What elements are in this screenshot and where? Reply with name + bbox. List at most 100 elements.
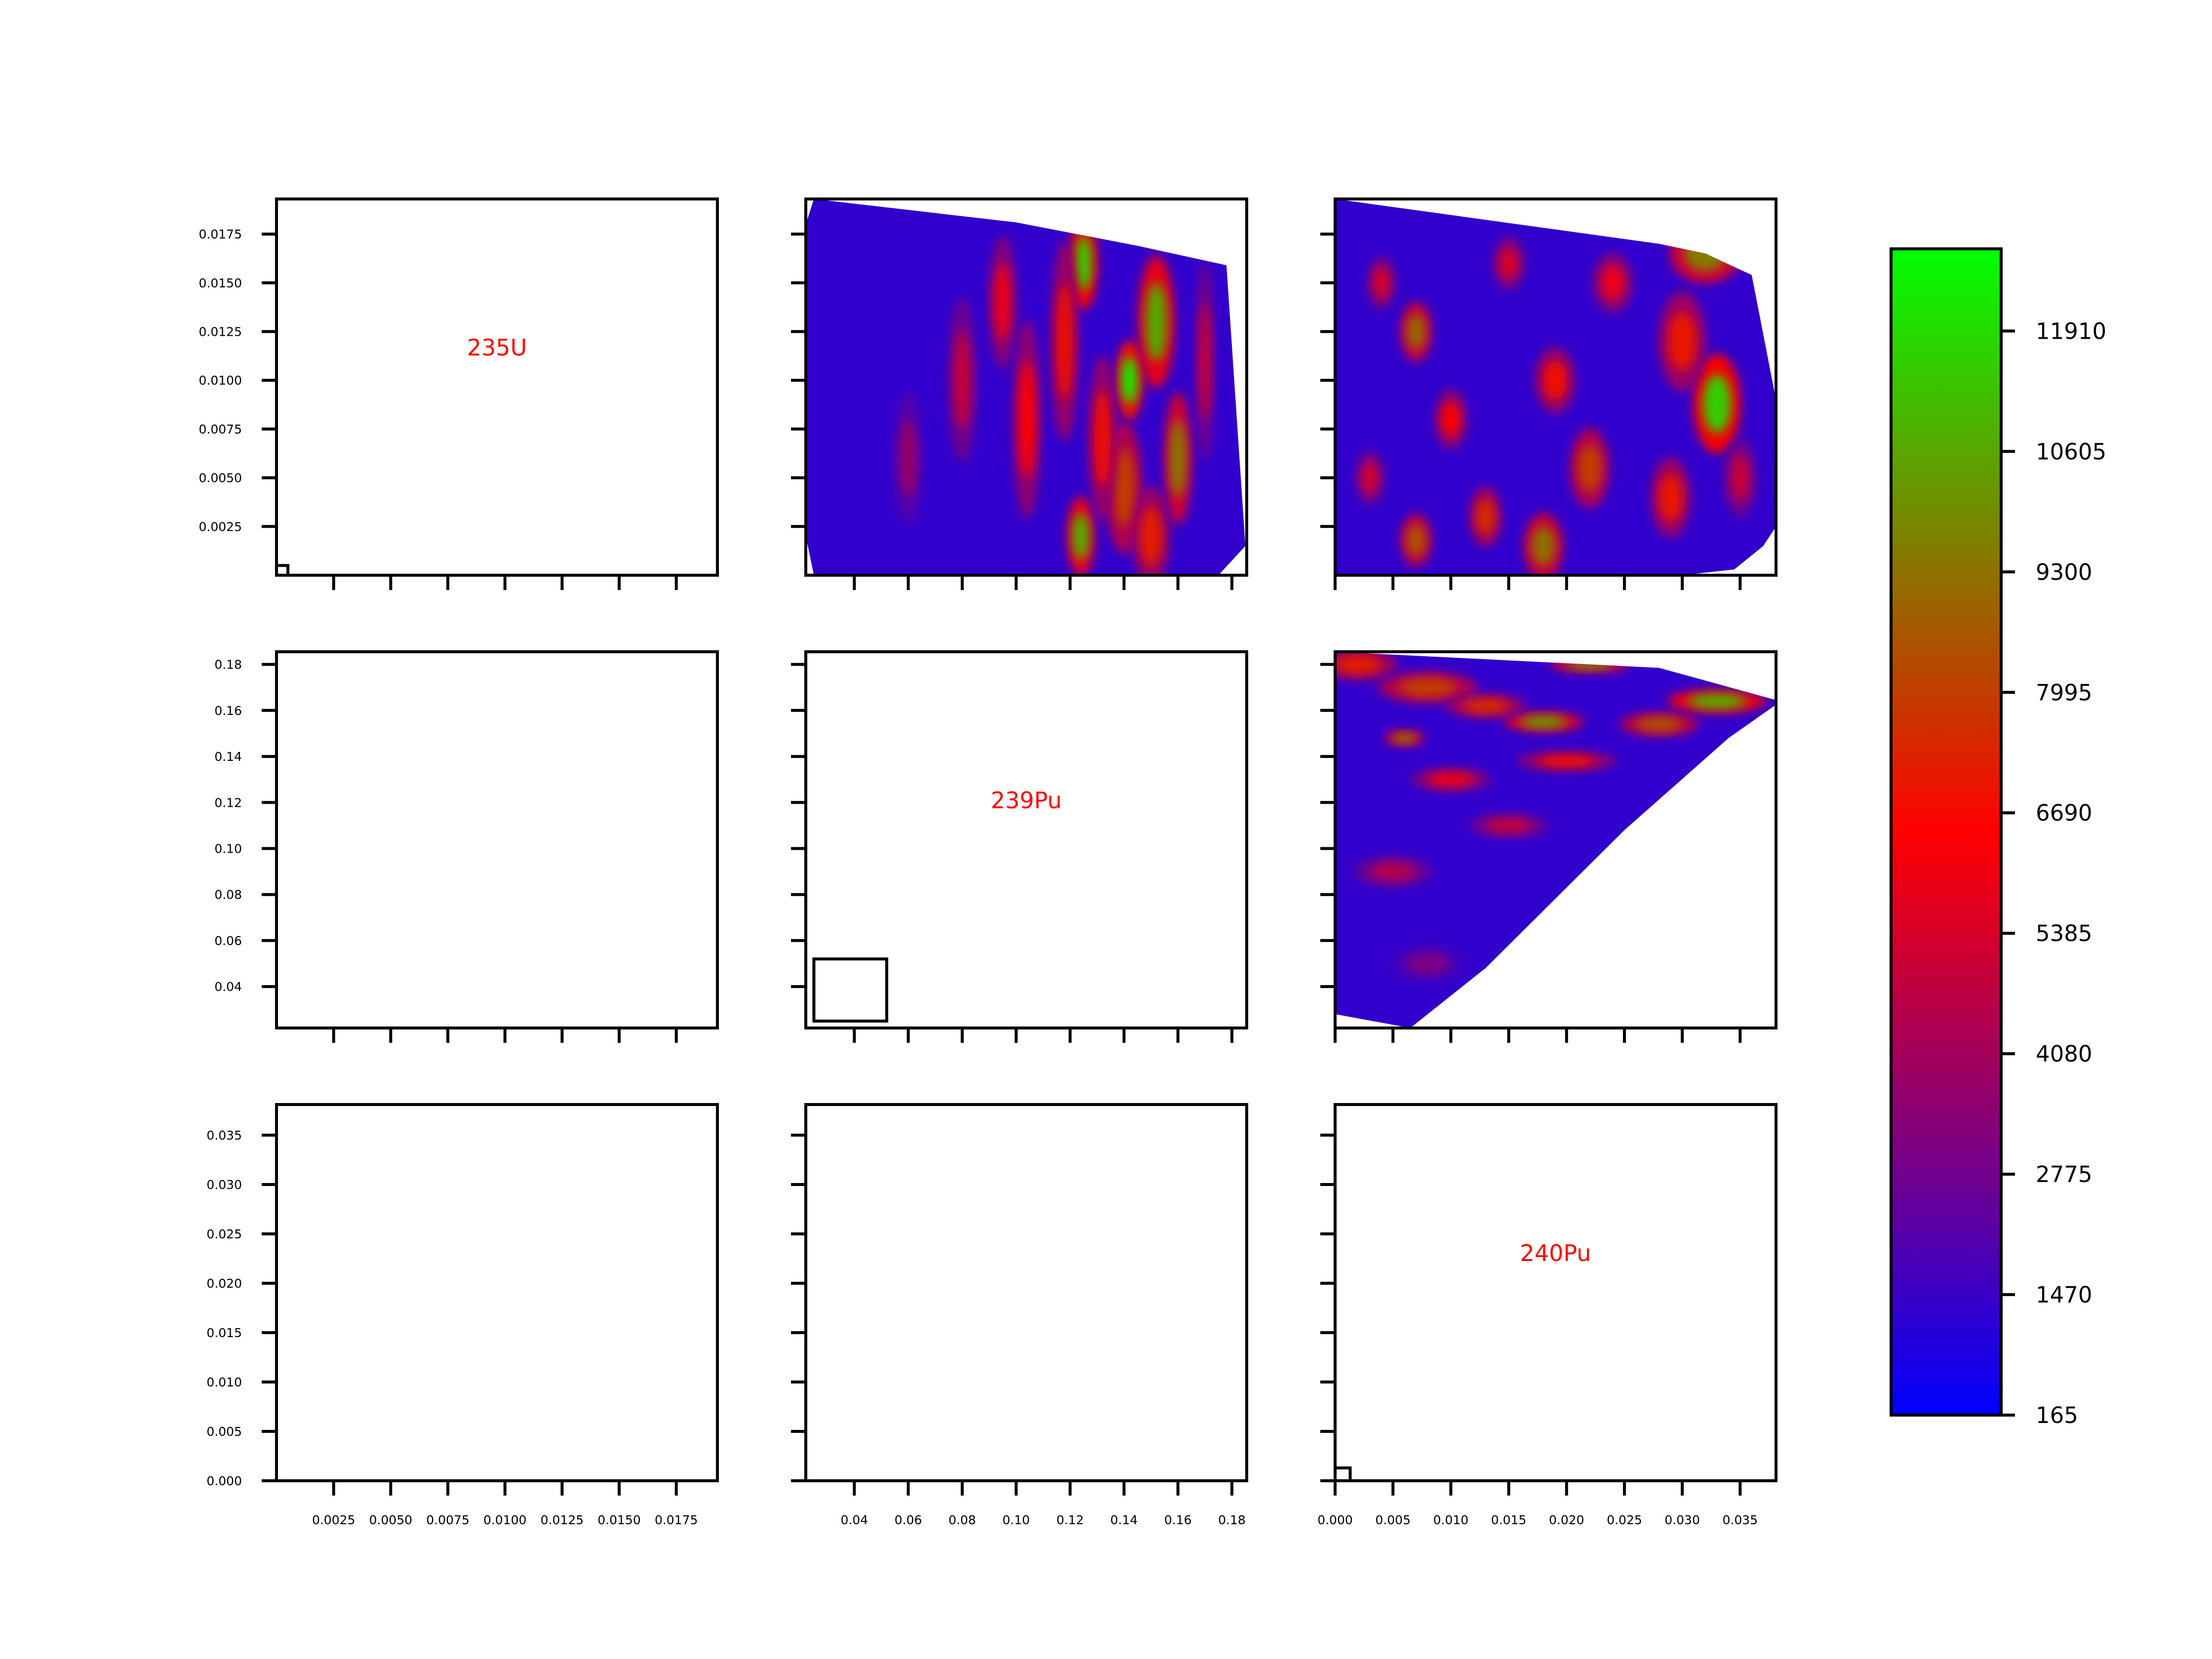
panel-frame	[275, 198, 719, 577]
y-tick-label: 0.0175	[199, 227, 242, 241]
contour-spot	[1407, 314, 1425, 349]
contour-spot	[1462, 699, 1509, 713]
x-tick-label: 0.06	[895, 1513, 922, 1527]
y-tick-label: 0.010	[206, 1375, 242, 1389]
x-tick-label: 0.0025	[312, 1513, 355, 1527]
contour-spot	[954, 331, 971, 429]
contour-spot	[1373, 267, 1390, 299]
contour-spot	[1393, 733, 1417, 743]
panel-frame	[275, 650, 719, 1029]
y-tick-label: 0.005	[206, 1424, 242, 1439]
x-tick-label: 0.020	[1549, 1513, 1584, 1527]
colorbar: 165 1470 2775 4080 5385 6690 7995 9300 10605 1191…	[1890, 247, 2106, 1428]
contour-spot	[1427, 772, 1474, 787]
y-tick-label: 0.0025	[199, 519, 242, 534]
contour-spot	[1731, 454, 1750, 501]
contour-spot	[1072, 513, 1089, 560]
contour-spot	[1601, 265, 1624, 301]
diagonal-box	[812, 957, 888, 1023]
x-tick-label: 0.0150	[597, 1513, 640, 1527]
y-tick-label: 0.000	[206, 1474, 242, 1488]
y-tick-label: 0.06	[214, 934, 242, 948]
colorbar-tick-label: 11910	[2036, 318, 2106, 344]
colorbar-tick-label: 165	[2036, 1402, 2078, 1428]
x-tick-label: 0.16	[1164, 1513, 1192, 1527]
x-tick-label: 0.010	[1433, 1513, 1469, 1527]
contour-fill	[1335, 199, 1776, 575]
x-tick-label: 0.0075	[426, 1513, 469, 1527]
x-tick-label: 0.12	[1056, 1513, 1084, 1527]
panel-r1-c1: 239Pu	[791, 650, 1248, 1043]
panels-layer: 235U0.00250.00500.00750.01000.01250.0150…	[199, 198, 1778, 1527]
colorbar-tick-label: 5385	[2036, 920, 2093, 947]
y-tick-label: 0.12	[214, 795, 242, 810]
contour-spot	[1688, 694, 1746, 709]
y-tick-label: 0.18	[214, 658, 242, 672]
y-tick-label: 0.0050	[199, 471, 242, 485]
y-tick-label: 0.030	[206, 1178, 242, 1192]
contour-spot	[1404, 952, 1451, 975]
contour-spot	[1441, 401, 1461, 437]
panel-frame	[1334, 1103, 1778, 1482]
contour-spot	[1056, 282, 1073, 400]
contour-spot	[1398, 678, 1457, 697]
contour-fill	[1335, 652, 1776, 1028]
x-tick-label: 0.04	[840, 1513, 868, 1527]
contour-spots	[894, 217, 1214, 575]
colorbar-gradient	[1891, 249, 2001, 1415]
x-tick-label: 0.005	[1375, 1513, 1411, 1527]
diagonal-label: 235U	[467, 334, 527, 361]
panel-r0-c1	[791, 198, 1248, 590]
contour-hull	[1335, 652, 1776, 1028]
contour-spots	[1356, 224, 1756, 575]
contour-spot	[1335, 655, 1382, 674]
contour-spot	[1703, 374, 1731, 433]
y-tick-label: 0.035	[206, 1128, 242, 1143]
contour-spot	[1361, 462, 1378, 494]
contour-spot	[1019, 360, 1035, 478]
contour-spot	[1407, 524, 1425, 556]
x-tick-label: 0.18	[1218, 1513, 1246, 1527]
contour-spot	[1543, 360, 1567, 400]
y-tick-label: 0.16	[214, 704, 242, 718]
contour-spot	[1199, 302, 1211, 420]
contour-fill	[806, 199, 1246, 575]
contour-spot	[994, 263, 1011, 342]
contour-spots	[1335, 652, 1767, 984]
contour-spot	[1485, 818, 1532, 832]
panel-frame	[1334, 650, 1778, 1029]
colorbar-tick-label: 10605	[2036, 438, 2106, 465]
y-tick-label: 0.020	[206, 1276, 242, 1291]
colorbar-tick-label: 6690	[2036, 800, 2093, 826]
diagonal-label: 240Pu	[1520, 1240, 1591, 1266]
y-tick-label: 0.08	[214, 888, 242, 902]
y-tick-label: 0.0125	[199, 325, 242, 339]
x-tick-label: 0.0050	[369, 1513, 412, 1527]
panel-r1-c0: 0.04 0.06 0.08 0.10 0.12 0.14 0.16 0.18	[214, 650, 719, 1043]
panel-r2-c2: 240Pu 0.000 0.005 0.010 0.015 0.020 0.025 0.030…	[1317, 1103, 1778, 1527]
colorbar-tick-label: 4080	[2036, 1041, 2093, 1067]
contour-spot	[1094, 390, 1111, 488]
contour-spot	[1668, 312, 1697, 371]
contour-spot	[1659, 474, 1683, 521]
contour-spot	[1578, 444, 1602, 492]
x-tick-label: 0.10	[1002, 1513, 1030, 1527]
contour-spot	[1636, 717, 1683, 731]
y-tick-label: 0.04	[214, 980, 242, 994]
x-tick-label: 0.0100	[483, 1513, 526, 1527]
x-tick-label: 0.015	[1491, 1513, 1527, 1527]
contour-spot	[1170, 419, 1186, 498]
contour-spot	[1113, 448, 1135, 527]
contour-spot	[1146, 282, 1167, 361]
y-tick-label: 0.015	[206, 1326, 242, 1340]
panel-frame	[804, 198, 1248, 577]
contour-spot	[1476, 499, 1495, 535]
contour-spot	[1075, 236, 1092, 291]
contour-spot	[1520, 716, 1567, 728]
y-tick-label: 0.10	[214, 842, 242, 856]
contour-spot	[1121, 356, 1138, 404]
contour-spot	[1370, 862, 1417, 881]
x-tick-label: 0.025	[1607, 1513, 1642, 1527]
panel-r1-c2	[1320, 650, 1778, 1043]
